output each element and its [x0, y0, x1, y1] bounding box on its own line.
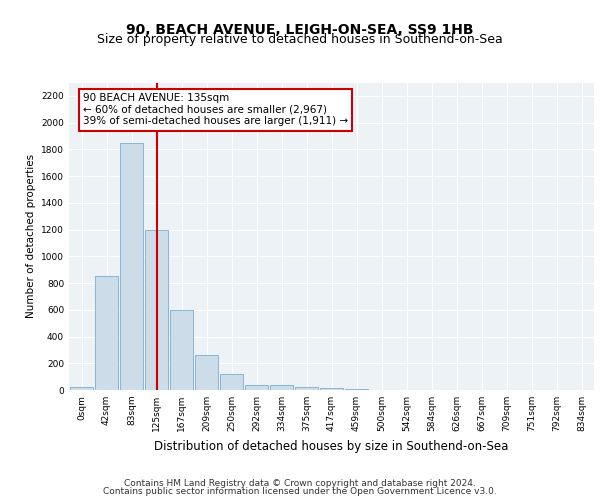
Bar	[120, 142, 143, 390]
Text: 90, BEACH AVENUE, LEIGH-ON-SEA, SS9 1HB: 90, BEACH AVENUE, LEIGH-ON-SEA, SS9 1HB	[126, 22, 474, 36]
Y-axis label: Number of detached properties: Number of detached properties	[26, 154, 35, 318]
Bar	[295, 386, 318, 390]
Text: Size of property relative to detached houses in Southend-on-Sea: Size of property relative to detached ho…	[97, 32, 503, 46]
Text: 90 BEACH AVENUE: 135sqm
← 60% of detached houses are smaller (2,967)
39% of semi: 90 BEACH AVENUE: 135sqm ← 60% of detache…	[83, 93, 348, 126]
X-axis label: Distribution of detached houses by size in Southend-on-Sea: Distribution of detached houses by size …	[154, 440, 509, 452]
Text: Contains public sector information licensed under the Open Government Licence v3: Contains public sector information licen…	[103, 487, 497, 496]
Bar	[70, 386, 93, 390]
Bar	[195, 355, 218, 390]
Bar	[270, 384, 293, 390]
Bar	[95, 276, 118, 390]
Bar	[145, 230, 168, 390]
Bar	[245, 384, 268, 390]
Bar	[220, 374, 243, 390]
Bar	[170, 310, 193, 390]
Text: Contains HM Land Registry data © Crown copyright and database right 2024.: Contains HM Land Registry data © Crown c…	[124, 478, 476, 488]
Bar	[320, 388, 343, 390]
